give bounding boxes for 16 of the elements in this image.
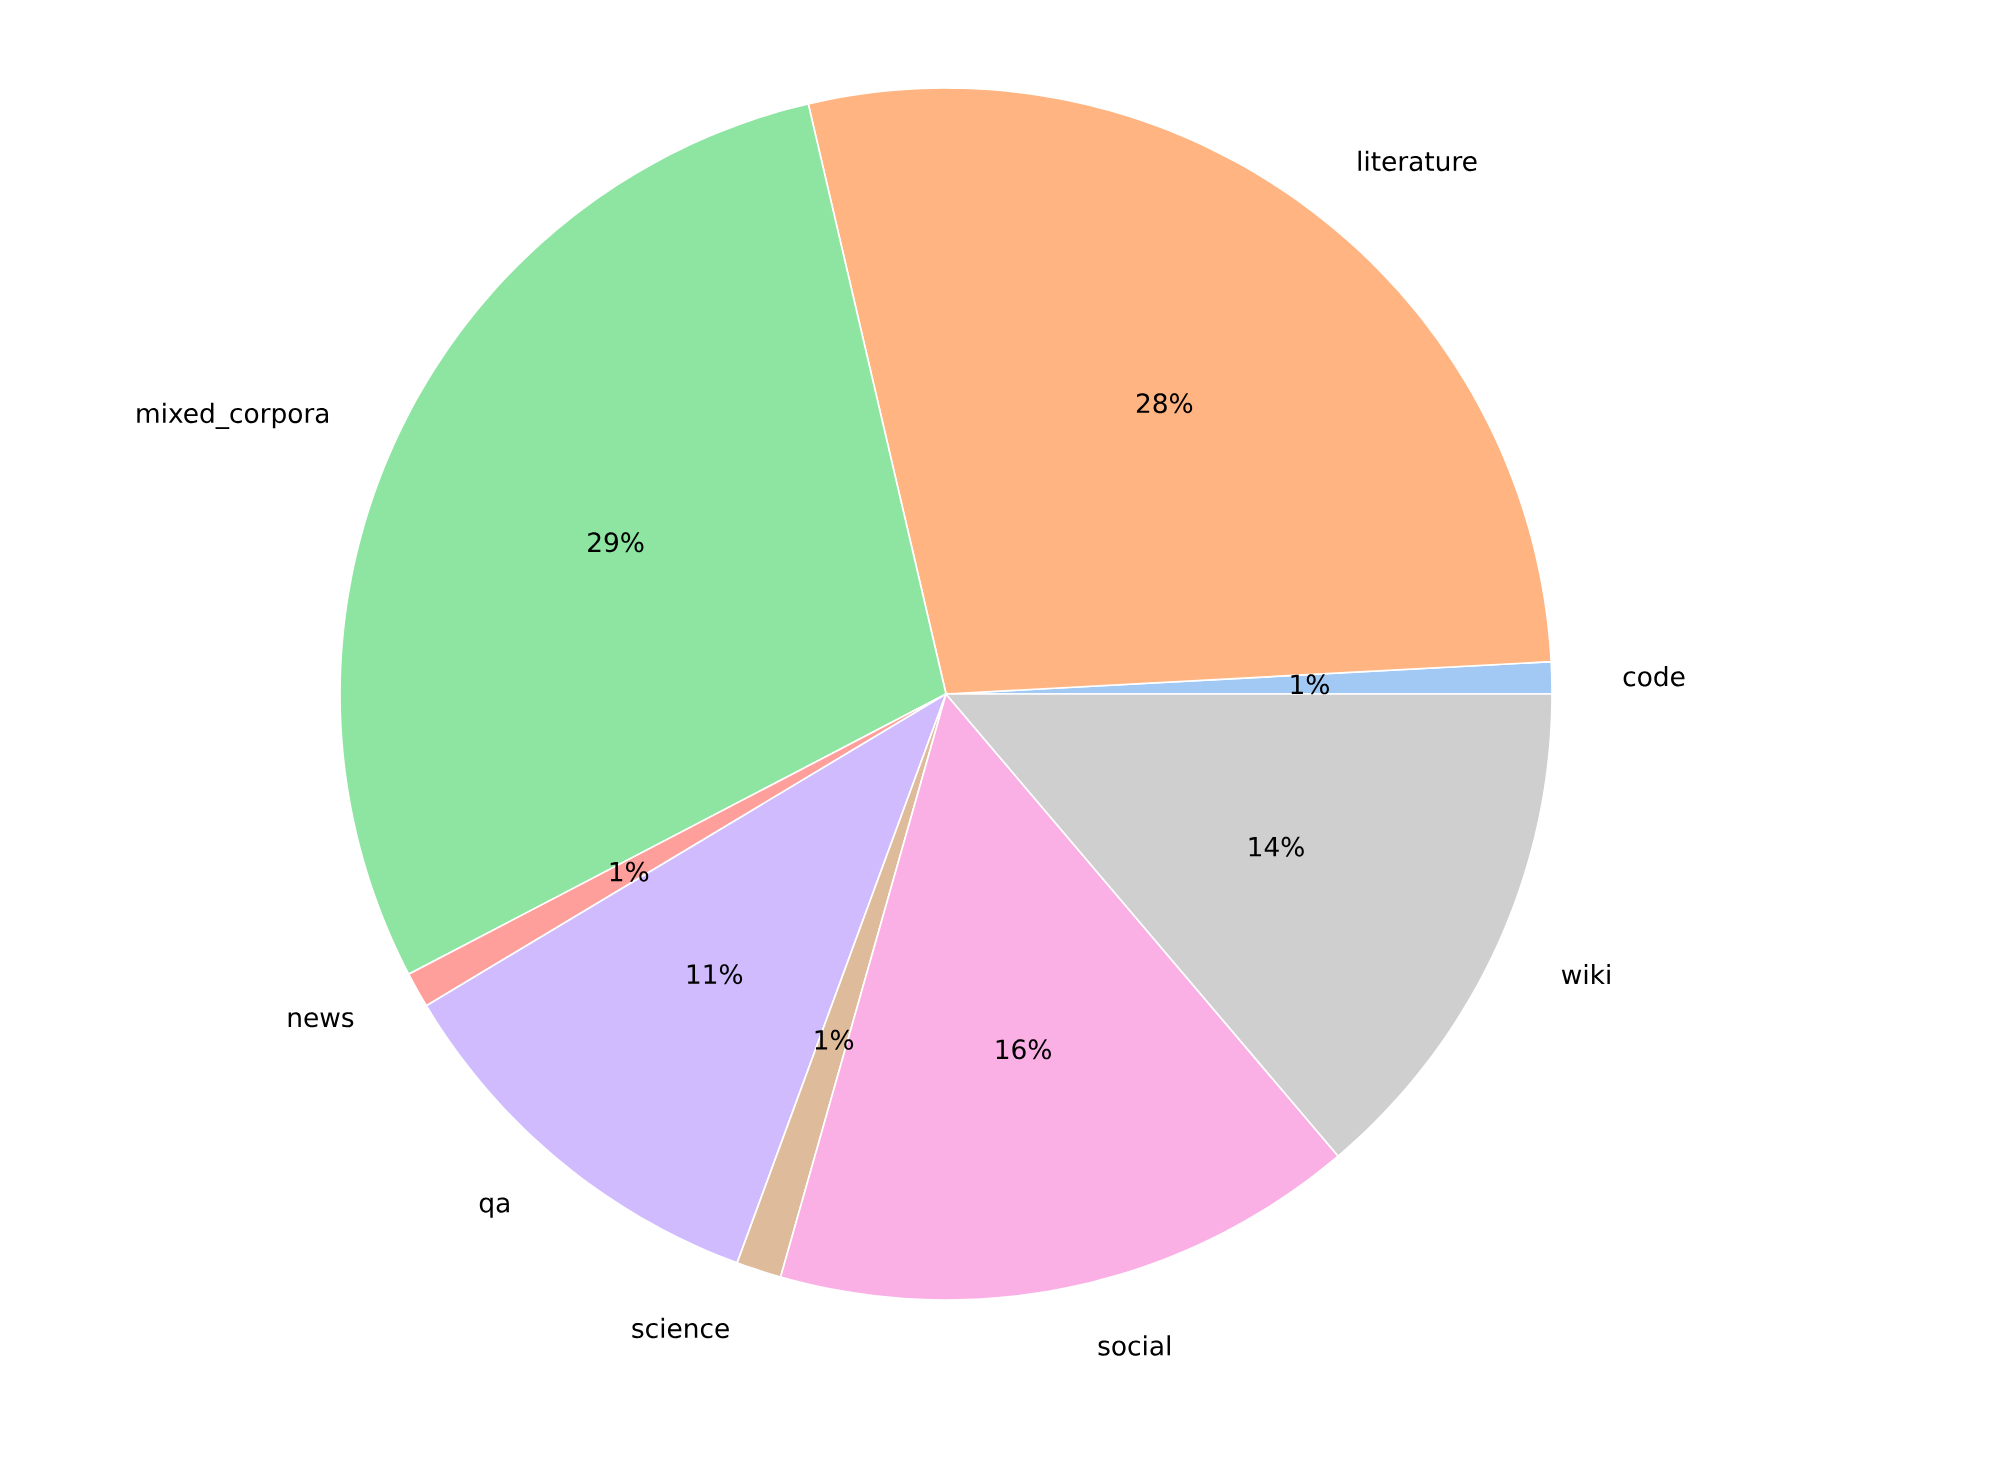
data-label: 11% bbox=[687, 964, 743, 985]
slice-label: science bbox=[632, 1317, 729, 1339]
slice-label: code bbox=[1623, 665, 1685, 687]
slice-label: qa bbox=[479, 1197, 509, 1218]
slice-label: literature bbox=[1358, 150, 1477, 172]
slice-label: wiki bbox=[1561, 964, 1610, 985]
data-label: 28% bbox=[1136, 393, 1193, 414]
data-label: 1% bbox=[610, 861, 649, 882]
data-label: 14% bbox=[1249, 836, 1304, 857]
slice-label: mixed_corpora bbox=[137, 402, 329, 430]
data-label: 1% bbox=[1291, 674, 1329, 695]
data-label: 29% bbox=[588, 532, 644, 553]
data-label: 1% bbox=[815, 1029, 854, 1050]
slice-label: social bbox=[1098, 1335, 1170, 1356]
slice-label: news bbox=[288, 1012, 354, 1028]
data-label: 16% bbox=[996, 1039, 1051, 1060]
